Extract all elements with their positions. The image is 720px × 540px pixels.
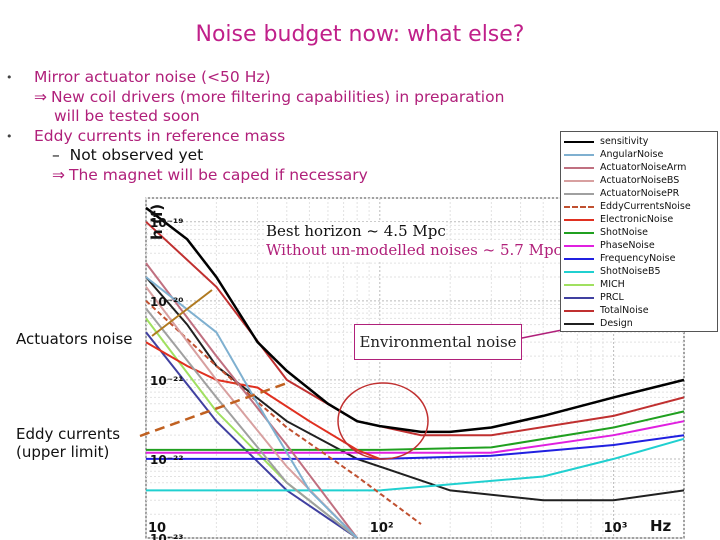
y-tick-label: 10⁻²⁰	[150, 295, 184, 309]
legend-label: ActuatorNoiseBS	[600, 175, 680, 186]
legend-label: EddyCurrentsNoise	[600, 201, 691, 212]
legend-item: FrequencyNoise	[564, 252, 716, 265]
series-line-shotnoiseb5	[146, 437, 685, 492]
legend-swatch	[564, 284, 594, 286]
horizon-unmodelled-label: Without un-modelled noises ~ 5.7 Mpc	[266, 241, 562, 260]
y-tick-label: 10⁻¹⁹	[150, 216, 184, 230]
legend-swatch	[564, 310, 594, 312]
arrow-icon: ⇒	[52, 165, 65, 184]
legend-item: PRCL	[564, 291, 716, 304]
legend-swatch	[564, 193, 594, 195]
series-line-actuatornoisearm	[145, 262, 358, 539]
legend-item: ShotNoiseB5	[564, 265, 716, 278]
legend-label: Design	[600, 318, 633, 329]
y-tick-labels: 10⁻¹⁹ 10⁻²⁰ 10⁻²¹ 10⁻²² 10⁻²³	[150, 216, 184, 540]
legend-swatch	[564, 258, 594, 260]
eddy-currents-label: Eddy currents (upper limit)	[16, 425, 121, 461]
legend-label: PhaseNoise	[600, 240, 655, 251]
legend-item: EddyCurrentsNoise	[564, 200, 716, 213]
bullet-text: New coil drivers (more filtering capabil…	[51, 87, 505, 106]
legend-label: FrequencyNoise	[600, 253, 676, 264]
series-line-angularnoise	[145, 276, 358, 539]
legend-swatch	[564, 180, 594, 182]
legend-item: sensitivity	[564, 135, 716, 148]
legend-label: PRCL	[600, 292, 624, 303]
series-line-sensitivity	[145, 206, 685, 434]
series-line-frequencynoise	[146, 434, 685, 460]
bullet-subitem: – Not observed yet	[6, 146, 546, 166]
x-tick-label: 10³	[604, 521, 628, 536]
eddy-currents-line2: (upper limit)	[16, 443, 110, 461]
legend-swatch	[564, 271, 594, 273]
bullet-text: The magnet will be caped if necessary	[69, 165, 368, 184]
y-tick-label: 10⁻²³	[150, 532, 184, 540]
legend-label: MICH	[600, 279, 625, 290]
bullet-list: • Mirror actuator noise (<50 Hz) ⇒ New coi…	[6, 68, 546, 185]
legend-item: MICH	[564, 278, 716, 291]
legend-swatch	[564, 232, 594, 234]
legend-item: AngularNoise	[564, 148, 716, 161]
environmental-highlight-ellipse	[337, 382, 429, 460]
legend-swatch	[564, 141, 594, 143]
horizon-label: Best horizon ~ 4.5 Mpc	[266, 222, 446, 241]
dash-icon: –	[52, 146, 60, 164]
legend-label: AngularNoise	[600, 149, 664, 160]
y-tick-label: 10⁻²¹	[150, 374, 184, 388]
legend-swatch	[564, 167, 594, 169]
legend-label: ActuatorNoisePR	[600, 188, 680, 199]
bullet-text: Mirror actuator noise (<50 Hz)	[34, 68, 271, 86]
legend-item: ActuatorNoiseArm	[564, 161, 716, 174]
bullet-subitem: ⇒ The magnet will be caped if necessary	[6, 166, 546, 186]
bullet-text: Not observed yet	[69, 146, 204, 164]
legend-item: ActuatorNoisePR	[564, 187, 716, 200]
actuators-noise-label: Actuators noise	[16, 330, 133, 349]
bullet-dot: •	[6, 129, 13, 143]
legend: sensitivity AngularNoise ActuatorNoiseArm A…	[560, 131, 718, 332]
bullet-item: • Mirror actuator noise (<50 Hz)	[6, 68, 546, 88]
environmental-noise-box: Environmental noise	[354, 324, 522, 360]
y-tick-label: 10⁻²²	[150, 453, 184, 467]
legend-item: PhaseNoise	[564, 239, 716, 252]
bullet-item: • Eddy currents in reference mass	[6, 127, 546, 147]
legend-swatch	[564, 297, 594, 299]
series-line-phasenoise	[146, 420, 685, 454]
legend-label: ShotNoiseB5	[600, 266, 661, 277]
arrow-icon: ⇒	[34, 87, 47, 106]
y-axis-label: h (f)	[148, 204, 166, 240]
x-tick-label: 10	[148, 521, 166, 536]
series-layer	[145, 206, 685, 539]
bullet-subitem: ⇒ New coil drivers (more filtering capabi…	[6, 88, 546, 108]
bullet-text: Eddy currents in reference mass	[34, 126, 286, 145]
legend-swatch	[564, 206, 594, 208]
x-tick-label: 10²	[370, 521, 394, 536]
legend-item: ElectronicNoise	[564, 213, 716, 226]
bullet-text: will be tested soon	[54, 107, 200, 125]
legend-label: TotalNoise	[600, 305, 649, 316]
series-line-electronicnoise	[145, 341, 381, 460]
legend-label: ShotNoise	[600, 227, 648, 238]
series-line-shotnoise	[146, 410, 685, 451]
legend-item: ShotNoise	[564, 226, 716, 239]
series-line-prcl	[145, 331, 358, 539]
bullet-continuation: will be tested soon	[6, 107, 546, 127]
actuators-pointer-line	[151, 289, 213, 337]
slide-title: Noise budget now: what else?	[195, 22, 525, 47]
legend-item: Design	[564, 317, 716, 330]
legend-swatch	[564, 245, 594, 247]
legend-label: ElectronicNoise	[600, 214, 674, 225]
x-axis-unit: Hz	[650, 517, 672, 535]
bullet-dot: •	[6, 71, 13, 84]
legend-swatch	[564, 323, 594, 325]
eddy-currents-line1: Eddy currents	[16, 425, 121, 443]
legend-item: ActuatorNoiseBS	[564, 174, 716, 187]
series-line-actuatornoisepr	[145, 307, 358, 539]
eddy-pointer-line	[139, 380, 291, 438]
legend-swatch	[564, 154, 594, 156]
legend-label: ActuatorNoiseArm	[600, 162, 687, 173]
legend-item: TotalNoise	[564, 304, 716, 317]
legend-label: sensitivity	[600, 136, 649, 147]
legend-swatch	[564, 219, 594, 221]
x-tick-labels: 10 10² 10³	[148, 521, 627, 536]
